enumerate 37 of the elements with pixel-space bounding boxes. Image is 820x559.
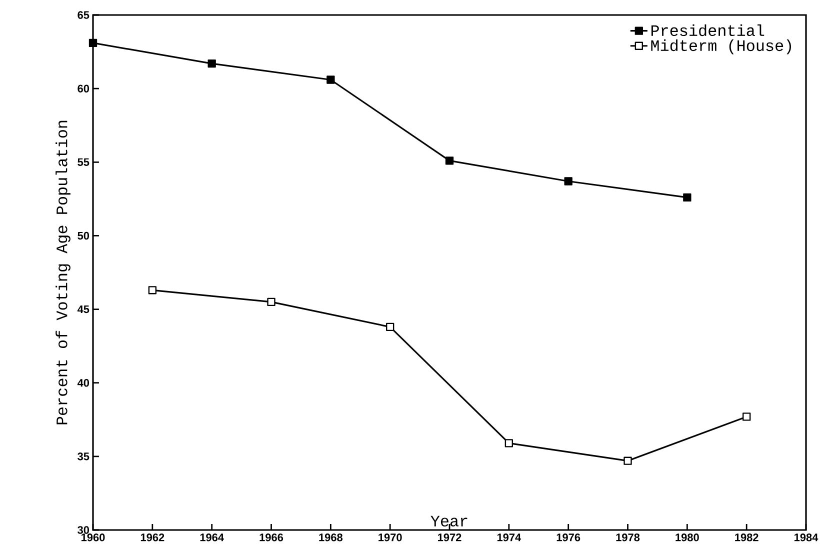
- y-tick-label: 50: [78, 232, 90, 240]
- y-tick-label: 30: [78, 526, 90, 534]
- y-tick-label: 65: [78, 11, 90, 19]
- x-axis-title: Year: [430, 516, 468, 526]
- point: [504, 439, 514, 448]
- point: [267, 298, 276, 306]
- x-tick-label: 1972: [438, 534, 462, 542]
- y-axis-title: Percent of Voting Age Population: [56, 120, 70, 424]
- x-tick-label: 1970: [378, 534, 402, 542]
- x-tick-label: 1976: [556, 534, 580, 542]
- x-tick-label: 1974: [497, 534, 522, 542]
- point: [88, 38, 98, 48]
- y-tick-label: 60: [78, 84, 90, 92]
- point: [624, 456, 632, 465]
- x-tick-label: 1978: [616, 534, 640, 542]
- x-tick-label: 1980: [676, 534, 699, 542]
- x-tick-label: 1982: [735, 534, 758, 542]
- y-tick-label: 55: [78, 158, 90, 166]
- point: [208, 59, 216, 68]
- point: [148, 286, 157, 294]
- point: [683, 193, 692, 202]
- point: [386, 322, 394, 332]
- x-tick-label: 1962: [140, 534, 164, 542]
- point: [742, 412, 751, 421]
- point: [326, 76, 335, 84]
- x-tick-label: 1968: [319, 534, 343, 542]
- x-tick-label: 1966: [260, 534, 284, 542]
- x-tick-label: 1964: [200, 534, 224, 542]
- legend-label: Midterm (House): [651, 39, 791, 54]
- y-tick-label: 40: [77, 378, 90, 387]
- x-tick-label: 1984: [794, 534, 818, 542]
- y-tick-label: 35: [78, 452, 90, 460]
- y-tick-label: 45: [77, 305, 90, 314]
- legend-label: Presidential: [651, 24, 764, 36]
- x-tick-label: 1960: [82, 534, 105, 542]
- point: [445, 156, 454, 165]
- point: [564, 177, 572, 186]
